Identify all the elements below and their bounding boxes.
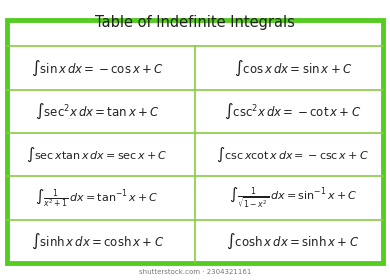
FancyBboxPatch shape [7, 20, 383, 263]
Text: $\int \sec^2\!x\, dx = \tan x + C$: $\int \sec^2\!x\, dx = \tan x + C$ [35, 102, 160, 121]
Text: $\int \cosh x\, dx = \sinh x + C$: $\int \cosh x\, dx = \sinh x + C$ [226, 232, 359, 251]
Text: $\int \csc^2\!x\, dx = -\cot x + C$: $\int \csc^2\!x\, dx = -\cot x + C$ [224, 102, 362, 121]
Text: $\int \sinh x\, dx = \cosh x + C$: $\int \sinh x\, dx = \cosh x + C$ [31, 232, 164, 251]
Text: $\int \frac{1}{\sqrt{1-x^2}}\, dx = \sin^{-1} x + C$: $\int \frac{1}{\sqrt{1-x^2}}\, dx = \sin… [229, 186, 357, 211]
Text: $\int \cos x\, dx = \sin x + C$: $\int \cos x\, dx = \sin x + C$ [234, 58, 352, 78]
Text: $\int \sin x\, dx = -\cos x + C$: $\int \sin x\, dx = -\cos x + C$ [31, 58, 164, 78]
Text: Table of Indefinite Integrals: Table of Indefinite Integrals [95, 15, 295, 31]
Text: $\int \frac{1}{x^2+1}\, dx = \tan^{-1} x + C$: $\int \frac{1}{x^2+1}\, dx = \tan^{-1} x… [35, 187, 159, 209]
Text: $\int \sec x \tan x\, dx = \sec x + C$: $\int \sec x \tan x\, dx = \sec x + C$ [27, 146, 168, 164]
Text: shutterstock.com · 2304321161: shutterstock.com · 2304321161 [139, 269, 251, 275]
Text: $\int \csc x \cot x\, dx = -\csc x + C$: $\int \csc x \cot x\, dx = -\csc x + C$ [216, 146, 369, 164]
